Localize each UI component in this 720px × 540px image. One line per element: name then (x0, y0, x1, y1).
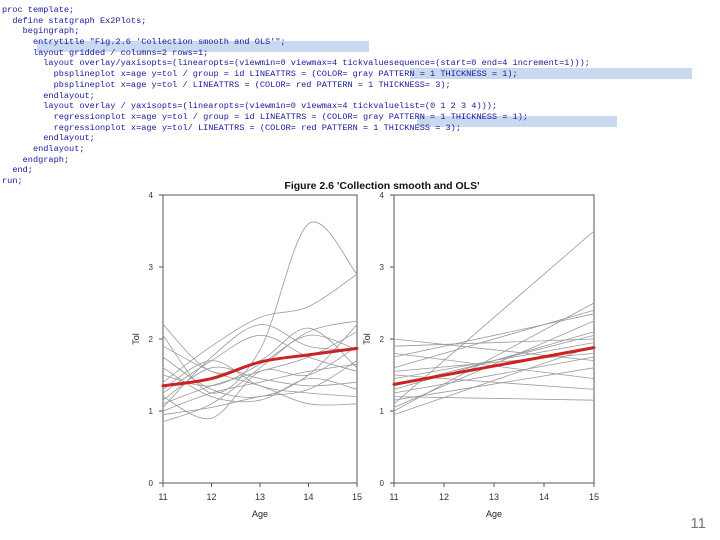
slide-number: 11 (690, 515, 706, 532)
y-tick-label: 3 (149, 263, 154, 272)
code-line: pbsplineplot x=age y=tol / LINEATTRS = (… (2, 79, 451, 90)
individual-trajectory-line (393, 356, 595, 394)
individual-trajectory-line (162, 273, 358, 383)
y-axis-label: Tol (131, 333, 141, 345)
x-tick-label: 14 (303, 492, 313, 502)
code-line: proc template; (2, 5, 75, 15)
y-tick-label: 4 (380, 191, 385, 200)
code-line: endlayout; (2, 90, 95, 101)
x-tick-label: 13 (255, 492, 265, 502)
individual-trajectory-line (393, 345, 595, 415)
code-line: layout overlay / yaxisopts=(linearopts=(… (2, 101, 498, 112)
individual-trajectory-line (393, 313, 595, 358)
individual-trajectory-line (393, 338, 595, 361)
code-line: entrytitle "Fig.2.6 'Collection smooth a… (2, 37, 286, 48)
x-axis-label: Age (252, 509, 268, 519)
individual-trajectory-line (162, 221, 358, 394)
average-trajectory-line (392, 346, 596, 386)
code-line: begingraph; (2, 26, 80, 37)
y-axis-label: Tol (362, 333, 372, 345)
individual-trajectory-line (162, 334, 358, 387)
x-tick-label: 15 (352, 492, 362, 502)
x-tick-label: 14 (539, 492, 549, 502)
code-line: end; (2, 165, 33, 176)
individual-trajectory-line (162, 360, 358, 415)
code-line: endlayout; (2, 143, 85, 154)
code-line: layout gridded / columns=2 rows=1; (2, 47, 209, 58)
y-tick-label: 2 (149, 335, 154, 344)
tick-sequence-highlight (410, 68, 692, 79)
average-trajectory-line (161, 346, 359, 388)
x-tick-label: 13 (489, 492, 499, 502)
individual-trajectory-line (162, 334, 358, 394)
x-tick-label: 11 (158, 492, 167, 502)
individual-trajectory-line (393, 338, 595, 347)
individual-trajectory-line (162, 345, 358, 406)
x-tick-label: 12 (439, 492, 449, 502)
individual-trajectory-line (162, 320, 358, 423)
individual-trajectory-line (162, 366, 358, 401)
code-line: regressionplot x=age y=tol / group = id … (2, 111, 529, 122)
individual-trajectory-line (162, 363, 358, 412)
individual-trajectory-line (393, 353, 595, 372)
y-tick-label: 4 (149, 191, 154, 200)
individual-trajectory-line (162, 367, 358, 403)
y-tick-label: 1 (380, 407, 385, 416)
code-line: pbsplineplot x=age y=tol / group = id LI… (2, 69, 518, 80)
y-tick-label: 3 (380, 263, 385, 272)
code-line: define statgraph Ex2Plots; (2, 15, 147, 26)
sas-code-block: proc template; define statgraph Ex2Plots… (2, 5, 590, 187)
individual-trajectory-line (162, 324, 358, 408)
individual-trajectory-line (393, 230, 595, 405)
y-tick-label: 2 (380, 335, 385, 344)
code-line: endgraph; (2, 154, 70, 165)
individual-trajectory-line (393, 320, 595, 408)
tick-list-highlight (417, 116, 617, 127)
x-tick-label: 12 (206, 492, 216, 502)
individual-trajectory-line (393, 396, 595, 401)
x-tick-label: 11 (389, 492, 398, 502)
individual-trajectory-line (393, 367, 595, 401)
code-line: endlayout; (2, 133, 95, 144)
individual-trajectory-line (393, 309, 595, 369)
y-tick-label: 0 (149, 479, 154, 488)
y-tick-label: 0 (380, 479, 385, 488)
x-tick-label: 15 (589, 492, 599, 502)
title-highlight (37, 41, 369, 52)
x-axis-label: Age (486, 509, 502, 519)
code-line: run; (2, 176, 23, 186)
y-tick-label: 1 (149, 407, 154, 416)
figure-title: Figure 2.6 'Collection smooth and OLS' (284, 180, 480, 192)
code-line: layout overlay/yaxisopts=(linearopts=(vi… (2, 58, 590, 69)
code-line: regressionplot x=age y=tol/ LINEATTRS = … (2, 122, 461, 133)
